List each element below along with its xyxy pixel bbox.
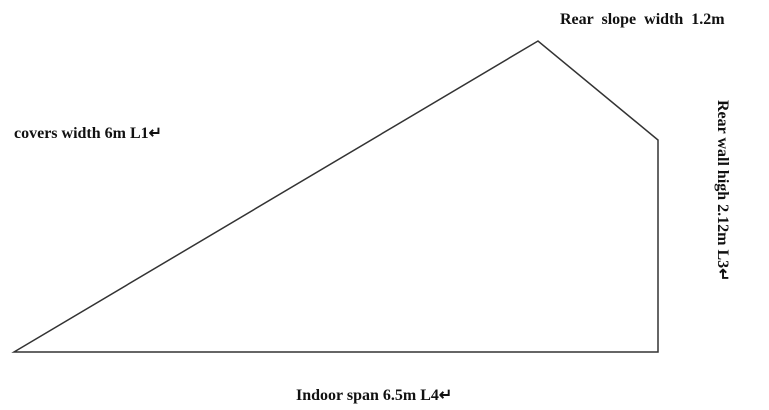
cover-label: covers width 6m L1↵ xyxy=(14,125,162,142)
rear-wall-label: Rear wall high 2.12m L3↵ xyxy=(714,100,731,282)
rear-slope-label: Rear slope width 1.2m xyxy=(560,11,725,28)
greenhouse-profile xyxy=(11,40,659,353)
span-label: Indoor span 6.5m L4↵ xyxy=(296,387,452,404)
